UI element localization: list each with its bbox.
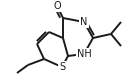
Text: O: O [53,1,61,11]
Text: NH: NH [77,49,91,59]
Text: S: S [59,62,65,72]
Text: N: N [80,17,88,27]
